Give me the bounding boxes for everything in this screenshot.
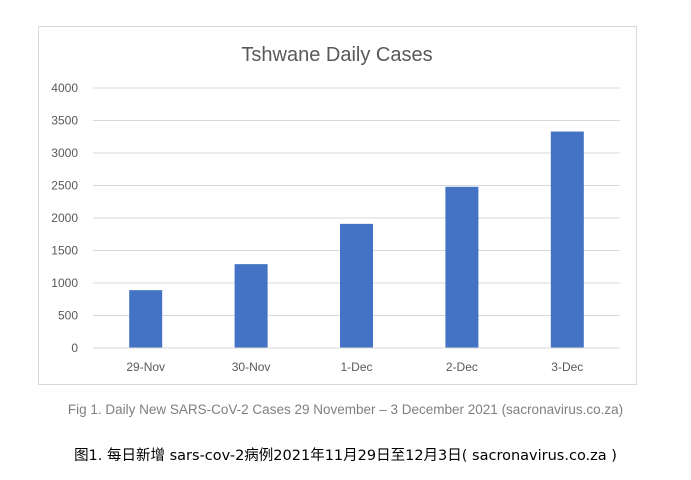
y-tick-label: 1500 bbox=[51, 244, 78, 258]
chart-title: Tshwane Daily Cases bbox=[241, 44, 432, 66]
y-tick-label: 3500 bbox=[51, 114, 78, 128]
x-tick-label: 2-Dec bbox=[446, 360, 478, 374]
x-tick-label: 29-Nov bbox=[126, 360, 165, 374]
bar-29-nov bbox=[129, 290, 163, 348]
y-axis-ticks: 0 500 1000 1500 2000 2500 3000 3500 4000 bbox=[51, 81, 78, 355]
bar-1-dec bbox=[340, 223, 373, 348]
y-tick-label: 1000 bbox=[51, 276, 78, 290]
figure-caption-english: Fig 1. Daily New SARS-CoV-2 Cases 29 Nov… bbox=[67, 402, 624, 417]
bar-2-dec bbox=[445, 186, 479, 348]
bar-3-dec bbox=[550, 131, 584, 348]
x-tick-label: 1-Dec bbox=[340, 360, 372, 374]
y-tick-label: 2000 bbox=[51, 211, 78, 225]
bar-30-nov bbox=[234, 264, 268, 348]
figure-caption-chinese: 图1. 每日新增 sars-cov-2病例2021年11月29日至12月3日( … bbox=[74, 448, 617, 464]
gridlines bbox=[93, 87, 620, 316]
x-tick-label: 30-Nov bbox=[232, 360, 271, 374]
y-tick-label: 500 bbox=[58, 309, 78, 323]
y-tick-label: 3000 bbox=[51, 146, 78, 160]
y-tick-label: 2500 bbox=[51, 179, 78, 193]
x-tick-label: 3-Dec bbox=[551, 360, 583, 374]
x-axis-ticks: 29-Nov 30-Nov 1-Dec 2-Dec 3-Dec bbox=[126, 360, 583, 374]
bar-chart: Tshwane Daily Cases 0 500 1000 1500 2000 2500… bbox=[51, 44, 620, 374]
y-tick-label: 4000 bbox=[51, 81, 78, 95]
bars bbox=[129, 131, 584, 348]
y-tick-label: 0 bbox=[71, 341, 78, 355]
